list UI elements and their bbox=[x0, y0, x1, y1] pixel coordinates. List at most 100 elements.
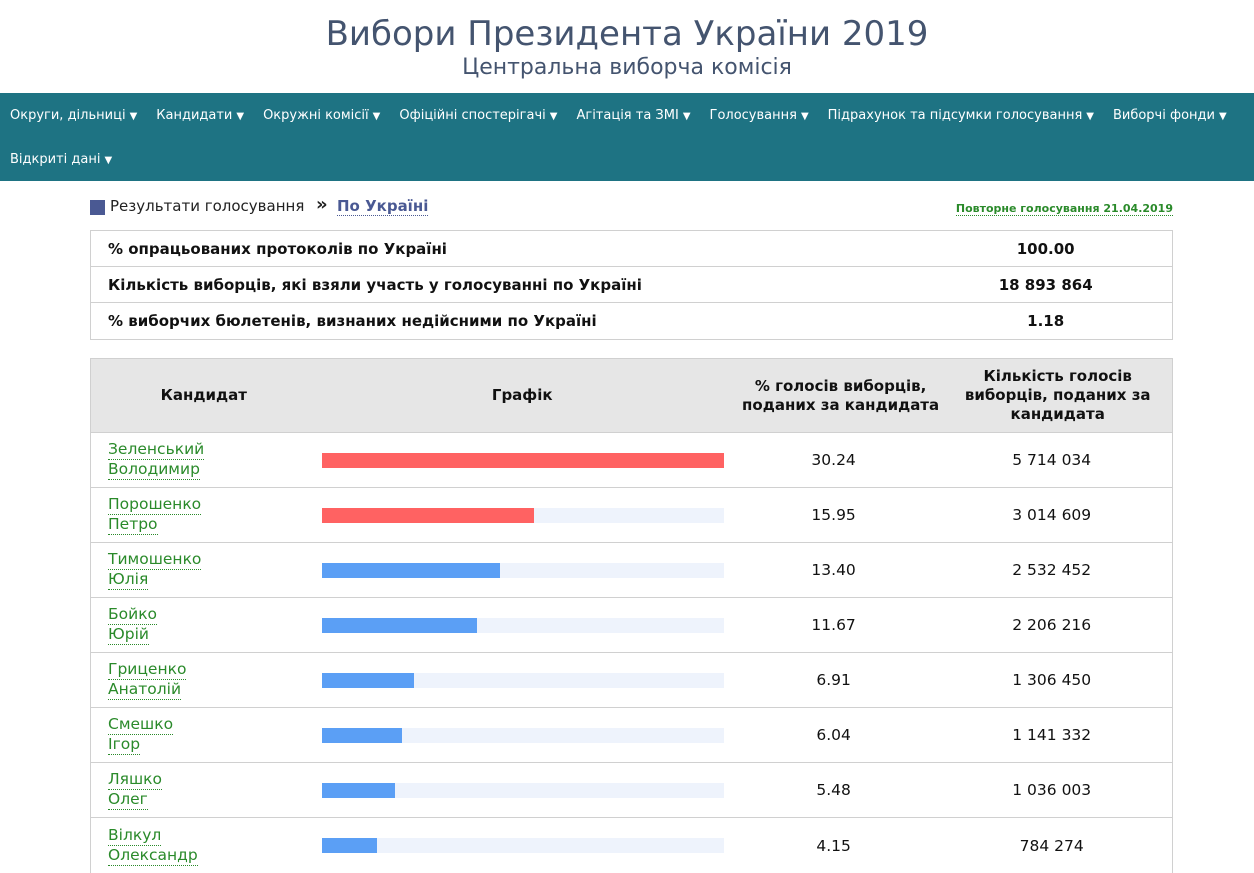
nav-item[interactable]: Відкриті дані ▼ bbox=[10, 152, 112, 167]
candidate-link[interactable]: Зеленський bbox=[108, 440, 205, 460]
nav-item[interactable]: Голосування ▼ bbox=[710, 108, 809, 123]
votes-value: 784 274 bbox=[1019, 836, 1084, 855]
summary-table: % опрацьованих протоколів по Україні 100… bbox=[90, 230, 1173, 340]
bar-track bbox=[321, 618, 724, 633]
main-navbar: Округи, дільниці ▼ Кандидати ▼ Окружні коміс… bbox=[0, 93, 1254, 181]
chart-cell bbox=[307, 818, 738, 873]
candidate-link[interactable]: Олександр bbox=[108, 845, 198, 866]
candidate-link[interactable]: Петро bbox=[108, 515, 158, 535]
bar-track bbox=[321, 838, 724, 853]
candidate-link[interactable]: Олег bbox=[108, 790, 148, 810]
table-row: Гриценко Анатолій 6.91 1 306 450 bbox=[91, 653, 1172, 708]
caret-down-icon: ▼ bbox=[682, 110, 691, 122]
votes-value: 1 306 450 bbox=[1012, 671, 1092, 689]
caret-down-icon: ▼ bbox=[104, 154, 113, 166]
candidate-link[interactable]: Ляшко bbox=[108, 770, 163, 790]
nav-item-label: Окружні комісії bbox=[263, 107, 369, 123]
table-row: Вілкул Олександр 4.15 784 274 bbox=[91, 818, 1172, 873]
header-percent: % голосів виборців, поданих за кандидата bbox=[742, 376, 940, 414]
summary-label: % виборчих бюлетенів, визнаних недійсним… bbox=[108, 312, 597, 330]
percent-value: 6.04 bbox=[816, 726, 851, 744]
bar-track bbox=[321, 453, 724, 468]
bar bbox=[321, 618, 477, 633]
results-header: Кандидат Графік % голосів виборців, пода… bbox=[91, 359, 1172, 433]
candidate-cell: Гриценко Анатолій bbox=[91, 660, 307, 700]
breadcrumb-link-ukraine[interactable]: По Україні bbox=[337, 197, 429, 216]
bar bbox=[321, 783, 395, 798]
candidate-cell: Бойко Юрій bbox=[91, 605, 307, 645]
nav-item[interactable]: Виборчі фонди ▼ bbox=[1113, 108, 1227, 123]
nav-item[interactable]: Окружні комісії ▼ bbox=[263, 108, 380, 123]
summary-value: 1.18 bbox=[1027, 312, 1065, 330]
breadcrumb: Результати голосування » По Україні Повт… bbox=[90, 194, 1173, 218]
results-body: Зеленський Володимир 30.24 5 714 034 Порошен… bbox=[91, 433, 1172, 873]
summary-row: % виборчих бюлетенів, визнаних недійсним… bbox=[91, 303, 1172, 339]
chart-cell bbox=[307, 433, 738, 487]
candidate-link[interactable]: Порошенко bbox=[108, 495, 202, 515]
candidate-link[interactable]: Смешко bbox=[108, 715, 174, 735]
percent-value: 6.91 bbox=[816, 671, 851, 689]
nav-item[interactable]: Округи, дільниці ▼ bbox=[10, 108, 137, 123]
double-chevron-icon: » bbox=[316, 194, 328, 215]
candidate-cell: Зеленський Володимир bbox=[91, 440, 307, 480]
nav-item[interactable]: Кандидати ▼ bbox=[156, 108, 244, 123]
votes-value: 5 714 034 bbox=[1012, 451, 1092, 469]
summary-row: Кількість виборців, які взяли участь у г… bbox=[91, 267, 1172, 303]
caret-down-icon: ▼ bbox=[1219, 110, 1227, 122]
nav-item[interactable]: Офіційні спостерігачі ▼ bbox=[399, 108, 557, 123]
nav-item-label: Офіційні спостерігачі bbox=[399, 107, 546, 123]
bar bbox=[321, 728, 402, 743]
nav-item[interactable]: Агітація та ЗМІ ▼ bbox=[576, 108, 690, 123]
candidate-link[interactable]: Бойко bbox=[108, 605, 158, 625]
nav-item-label: Підрахунок та підсумки голосування bbox=[827, 107, 1083, 123]
bar bbox=[321, 508, 534, 523]
chart-cell bbox=[307, 653, 738, 707]
nav-item[interactable]: Підрахунок та підсумки голосування ▼ bbox=[828, 108, 1094, 123]
chart-cell bbox=[307, 543, 738, 597]
breadcrumb-text: Результати голосування bbox=[110, 197, 305, 215]
summary-value: 100.00 bbox=[1016, 239, 1075, 258]
summary-label: % опрацьованих протоколів по Україні bbox=[108, 239, 447, 258]
table-row: Порошенко Петро 15.95 3 014 609 bbox=[91, 488, 1172, 543]
bar bbox=[321, 563, 500, 578]
table-row: Смешко Ігор 6.04 1 141 332 bbox=[91, 708, 1172, 763]
candidate-cell: Смешко Ігор bbox=[91, 715, 307, 755]
summary-value: 18 893 864 bbox=[998, 275, 1093, 294]
results-table: Кандидат Графік % голосів виборців, пода… bbox=[90, 358, 1173, 873]
nav-item-label: Кандидати bbox=[156, 107, 233, 123]
candidate-cell: Тимошенко Юлія bbox=[91, 550, 307, 590]
candidate-link[interactable]: Ігор bbox=[108, 735, 141, 755]
bar bbox=[321, 673, 414, 688]
candidate-link[interactable]: Тимошенко bbox=[108, 550, 202, 570]
candidate-link[interactable]: Юлія bbox=[108, 570, 149, 590]
nav-item-label: Виборчі фонди bbox=[1112, 107, 1215, 123]
chart-cell bbox=[307, 763, 738, 817]
candidate-link[interactable]: Анатолій bbox=[108, 680, 182, 700]
table-row: Тимошенко Юлія 13.40 2 532 452 bbox=[91, 543, 1172, 598]
percent-value: 11.67 bbox=[811, 616, 856, 634]
votes-value: 2 532 452 bbox=[1012, 561, 1092, 579]
candidate-cell: Вілкул Олександр bbox=[91, 826, 307, 866]
caret-down-icon: ▼ bbox=[372, 110, 381, 122]
percent-value: 13.40 bbox=[811, 561, 856, 579]
header-votes: Кількість голосів виборців, поданих за к… bbox=[964, 367, 1151, 423]
candidate-link[interactable]: Вілкул bbox=[108, 825, 162, 846]
candidate-link[interactable]: Володимир bbox=[108, 460, 200, 480]
candidate-link[interactable]: Юрій bbox=[108, 625, 149, 645]
percent-value: 15.95 bbox=[811, 506, 856, 524]
nav-item-label: Округи, дільниці bbox=[10, 107, 126, 123]
votes-value: 2 206 216 bbox=[1012, 616, 1092, 634]
percent-value: 5.48 bbox=[816, 781, 851, 799]
bar-track bbox=[321, 563, 724, 578]
repeat-vote-link[interactable]: Повторне голосування 21.04.2019 bbox=[955, 202, 1173, 216]
table-row: Ляшко Олег 5.48 1 036 003 bbox=[91, 763, 1172, 818]
header-candidate: Кандидат bbox=[160, 386, 247, 404]
votes-value: 1 036 003 bbox=[1012, 781, 1092, 799]
candidate-link[interactable]: Гриценко bbox=[108, 660, 187, 680]
site-subtitle: Центральна виборча комісія bbox=[462, 55, 792, 80]
bar-track bbox=[321, 728, 724, 743]
votes-value: 3 014 609 bbox=[1012, 506, 1092, 524]
candidate-cell: Ляшко Олег bbox=[91, 770, 307, 810]
votes-value: 1 141 332 bbox=[1012, 726, 1092, 744]
candidate-cell: Порошенко Петро bbox=[91, 495, 307, 535]
